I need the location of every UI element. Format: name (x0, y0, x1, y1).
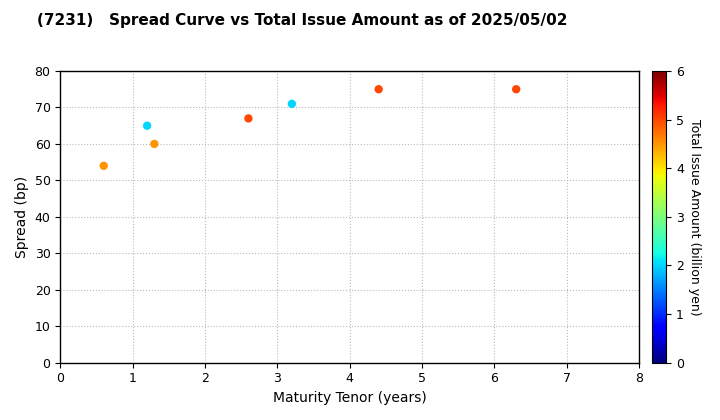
Y-axis label: Spread (bp): Spread (bp) (15, 176, 29, 258)
Point (141, 122, 153, 129)
Point (243, 115, 254, 122)
Point (373, 86, 384, 92)
Y-axis label: Total Issue Amount (billion yen): Total Issue Amount (billion yen) (688, 118, 701, 315)
Point (510, 86, 522, 92)
X-axis label: Maturity Tenor (years): Maturity Tenor (years) (273, 391, 427, 405)
Point (148, 141, 160, 147)
Point (98, 163, 109, 169)
Text: (7231)   Spread Curve vs Total Issue Amount as of 2025/05/02: (7231) Spread Curve vs Total Issue Amoun… (37, 13, 567, 28)
Point (286, 100, 297, 107)
